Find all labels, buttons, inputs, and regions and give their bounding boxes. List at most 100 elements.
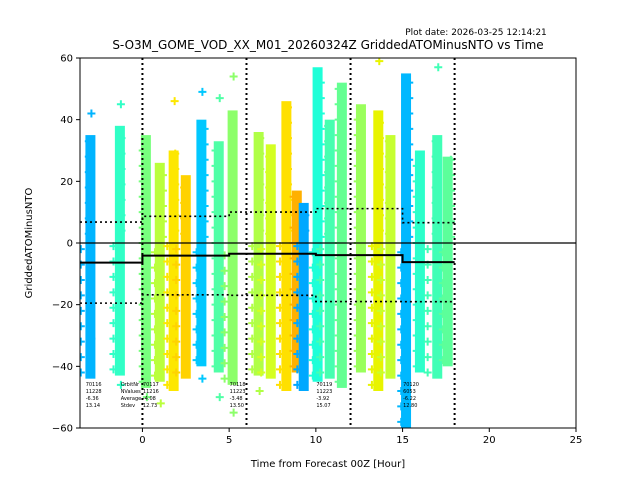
data-point [163, 365, 172, 374]
data-point [109, 334, 118, 343]
chart-title: S-O3M_GOME_VOD_XX_M01_20260324Z GriddedA… [112, 38, 543, 52]
data-point [384, 152, 393, 161]
data-point [257, 353, 266, 362]
outlier-point [229, 72, 238, 81]
data-point [163, 334, 172, 343]
data-point [200, 217, 209, 226]
average-value: -6.22 [403, 396, 416, 402]
data-point [172, 353, 181, 362]
data-point [412, 316, 421, 325]
data-point [423, 276, 432, 284]
data-point [84, 168, 93, 177]
data-point [334, 208, 343, 217]
orbit-number: 70120 [403, 382, 419, 388]
orbit-number: 70119 [316, 382, 332, 388]
data-point [257, 368, 266, 377]
data-point [334, 192, 343, 201]
data-point [171, 226, 180, 235]
data-point [324, 121, 333, 130]
outlier-point [116, 100, 125, 109]
point-cluster-20 [397, 73, 414, 428]
data-point [316, 245, 325, 254]
data-point [192, 340, 201, 349]
point-band [291, 190, 302, 373]
data-point [150, 356, 159, 365]
data-point [211, 346, 220, 355]
n-values: 11223 [230, 389, 246, 395]
data-point [171, 165, 180, 173]
data-point [192, 309, 201, 318]
data-point [158, 186, 167, 195]
point-cluster-15 [316, 119, 335, 379]
point-band [432, 135, 443, 379]
average-value: -3.48 [230, 396, 243, 402]
data-point [220, 359, 229, 368]
data-point [431, 168, 440, 177]
point-cluster-7 [211, 94, 224, 402]
point-cluster-0 [80, 109, 96, 379]
data-point [376, 291, 385, 300]
point-cluster-5 [172, 175, 191, 379]
data-point [367, 365, 376, 374]
data-point [211, 161, 220, 170]
data-point [293, 272, 302, 281]
n-values: 6053 [403, 389, 416, 395]
data-point [308, 371, 317, 380]
average-value: -4.08 [143, 396, 156, 402]
data-point [109, 350, 118, 358]
data-point [405, 124, 414, 133]
data-point [375, 149, 384, 158]
data-point [397, 309, 406, 318]
data-point [384, 229, 393, 238]
data-point [308, 263, 317, 272]
data-point [405, 155, 414, 164]
data-point [446, 171, 455, 180]
data-point [438, 294, 447, 303]
data-point [275, 319, 284, 328]
data-point [423, 337, 432, 346]
data-point [367, 288, 376, 297]
data-point [293, 334, 302, 343]
y-tick-label: −40 [52, 362, 73, 373]
data-point [316, 171, 325, 180]
data-point [412, 177, 421, 186]
data-point [423, 368, 432, 377]
data-point [375, 118, 384, 127]
data-point [283, 134, 292, 143]
data-point [228, 189, 237, 198]
data-point [397, 417, 406, 426]
data-point [200, 232, 209, 241]
n-values: 11228 [86, 389, 102, 395]
data-point [367, 350, 376, 358]
data-point [248, 334, 257, 343]
data-point [334, 269, 343, 278]
data-point [192, 325, 201, 334]
data-point [200, 155, 209, 164]
data-point [211, 300, 220, 309]
data-point [316, 140, 325, 149]
data-point [163, 319, 172, 328]
data-point [423, 306, 432, 315]
data-point [228, 220, 237, 229]
point-band [324, 119, 335, 379]
data-point [353, 146, 362, 155]
data-point [283, 180, 292, 189]
stdev-line [80, 294, 455, 304]
data-point [220, 343, 229, 352]
data-point [211, 223, 220, 232]
data-point [275, 365, 284, 374]
point-cluster-14 [308, 67, 325, 382]
data-point [150, 325, 159, 334]
data-point [431, 214, 440, 223]
data-point [316, 78, 325, 87]
data-point [334, 346, 343, 355]
data-point [412, 208, 421, 217]
data-point [265, 168, 274, 177]
data-point [316, 202, 325, 210]
data-point [163, 257, 172, 266]
data-point [80, 368, 85, 377]
data-point [334, 100, 343, 109]
data-point [275, 272, 284, 281]
data-point [405, 171, 414, 180]
